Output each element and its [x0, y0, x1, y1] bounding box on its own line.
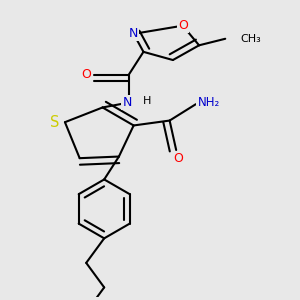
Text: H: H [142, 96, 151, 106]
Text: O: O [81, 68, 91, 81]
Text: O: O [173, 152, 183, 165]
Text: N: N [129, 27, 138, 40]
Text: O: O [178, 19, 188, 32]
Text: NH₂: NH₂ [197, 96, 220, 109]
Text: N: N [122, 96, 132, 109]
Text: S: S [50, 115, 60, 130]
Text: CH₃: CH₃ [240, 34, 261, 44]
